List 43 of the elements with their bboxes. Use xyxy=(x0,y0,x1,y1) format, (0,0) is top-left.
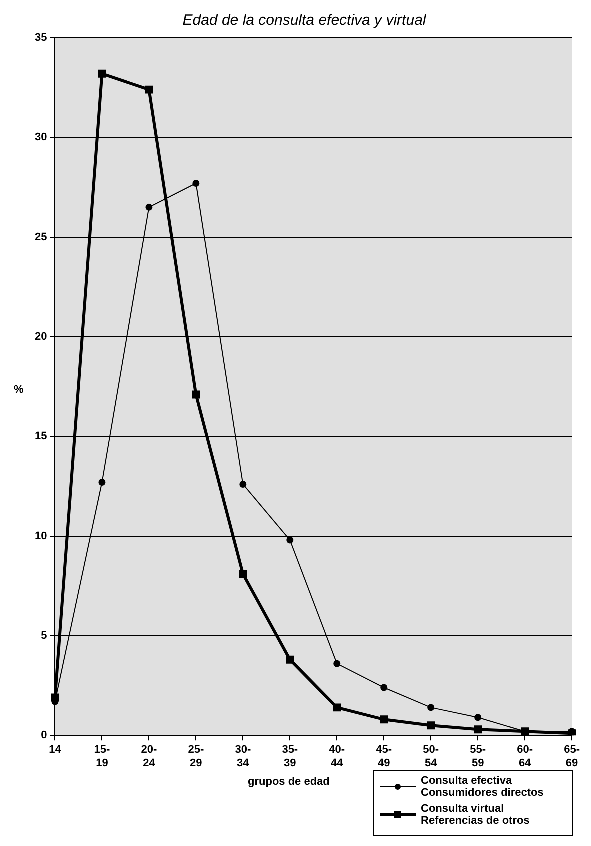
x-tick-label: 45-49 xyxy=(376,744,392,770)
y-tick-label: 25 xyxy=(34,231,48,244)
y-tick-label: 20 xyxy=(34,331,48,344)
x-tick-label: 40-44 xyxy=(329,744,346,770)
y-tick-label: 30 xyxy=(34,132,48,144)
chart-title: Edad de la consulta efectiva y virtual xyxy=(182,12,427,30)
point xyxy=(145,86,154,94)
point xyxy=(98,70,106,78)
x-tick-label: 20-24 xyxy=(141,744,158,770)
y-tick-label: 35 xyxy=(34,32,48,44)
x-tick-label: 60-64 xyxy=(517,744,534,770)
legend-label: Consulta virtual Referencias de otros xyxy=(421,803,531,827)
y-tick-label: 0 xyxy=(41,730,48,742)
x-tick-label: 35-39 xyxy=(282,744,298,770)
legend-label: Consulta efectiva Consumidores directos xyxy=(421,775,545,799)
point xyxy=(333,704,342,712)
point xyxy=(192,390,200,399)
x-tick-label: 25-29 xyxy=(188,744,204,770)
point xyxy=(334,660,341,668)
y-tick-label: 15 xyxy=(34,430,48,443)
x-axis-title: grupos de edad xyxy=(248,776,330,788)
point xyxy=(474,714,482,722)
y-tick-label: 10 xyxy=(34,530,48,542)
x-tick-label: 15-19 xyxy=(94,744,110,770)
point xyxy=(239,570,248,578)
point xyxy=(380,684,388,692)
y-axis-title: % xyxy=(14,384,24,396)
point xyxy=(474,726,482,734)
x-tick-label: 14 xyxy=(49,744,62,756)
point xyxy=(380,716,388,724)
point xyxy=(98,478,106,486)
x-tick-label: 50-54 xyxy=(423,744,440,770)
point xyxy=(286,536,294,544)
x-tick-label: 65-69 xyxy=(564,744,580,770)
x-tick-label: 30-34 xyxy=(235,744,252,770)
point xyxy=(428,704,435,712)
point xyxy=(192,180,200,187)
point xyxy=(146,204,153,211)
x-tick-label: 55-59 xyxy=(470,744,486,770)
y-tick-label: 5 xyxy=(41,630,48,642)
point xyxy=(286,656,294,664)
point xyxy=(240,480,247,488)
point xyxy=(427,722,436,730)
